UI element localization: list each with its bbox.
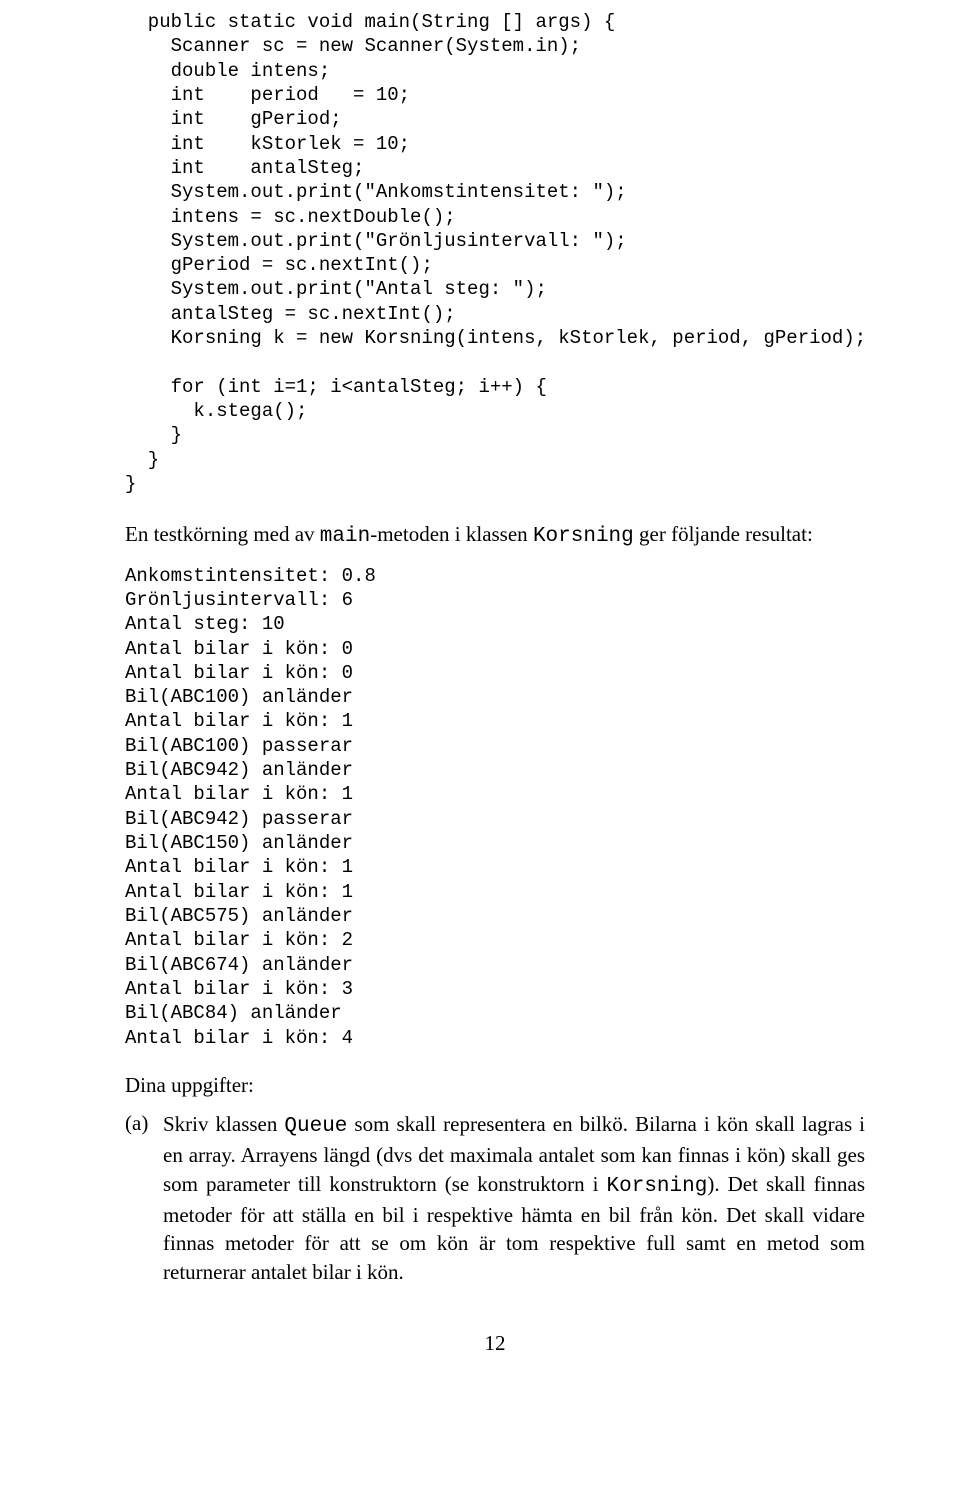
output-line: Bil(ABC100) passerar <box>125 735 353 757</box>
tasks-heading: Dina uppgifter: <box>125 1072 865 1098</box>
code-line: System.out.print("Ankomstintensitet: "); <box>125 181 627 203</box>
code-line: for (int i=1; i<antalSteg; i++) { <box>125 376 547 398</box>
output-line: Antal bilar i kön: 1 <box>125 856 353 878</box>
code-line: } <box>125 473 136 495</box>
output-line: Antal bilar i kön: 1 <box>125 881 353 903</box>
code-line: int gPeriod; <box>125 108 342 130</box>
code-ref-queue: Queue <box>284 1115 347 1138</box>
output-line: Antal bilar i kön: 3 <box>125 978 353 1000</box>
code-line: k.stega(); <box>125 400 307 422</box>
output-line: Antal bilar i kön: 1 <box>125 783 353 805</box>
output-line: Antal bilar i kön: 2 <box>125 929 353 951</box>
code-ref-korsning: Korsning <box>607 1175 708 1198</box>
output-line: Bil(ABC674) anländer <box>125 954 353 976</box>
output-line: Bil(ABC150) anländer <box>125 832 353 854</box>
code-line: } <box>125 449 159 471</box>
output-line: Bil(ABC100) anländer <box>125 686 353 708</box>
code-line: antalSteg = sc.nextInt(); <box>125 303 456 325</box>
code-line: int kStorlek = 10; <box>125 133 410 155</box>
para-text: En testkörning med av <box>125 522 320 546</box>
task-body: Skriv klassen Queue som skall represente… <box>163 1110 865 1286</box>
intro-paragraph: En testkörning med av main-metoden i kla… <box>125 520 865 551</box>
output-line: Ankomstintensitet: 0.8 <box>125 565 376 587</box>
code-line: Korsning k = new Korsning(intens, kStorl… <box>125 327 866 349</box>
code-line: double intens; <box>125 60 330 82</box>
code-ref-korsning: Korsning <box>533 525 634 548</box>
output-line: Bil(ABC84) anländer <box>125 1002 342 1024</box>
output-line: Antal bilar i kön: 0 <box>125 638 353 660</box>
task-label: (a) <box>125 1110 163 1136</box>
code-line: } <box>125 424 182 446</box>
code-line: int antalSteg; <box>125 157 364 179</box>
code-line: intens = sc.nextDouble(); <box>125 206 456 228</box>
code-line: System.out.print("Antal steg: "); <box>125 278 547 300</box>
task-text: Skriv klassen <box>163 1112 284 1136</box>
code-line: System.out.print("Grönljusintervall: "); <box>125 230 627 252</box>
output-line: Grönljusintervall: 6 <box>125 589 353 611</box>
para-text: -metoden i klassen <box>370 522 533 546</box>
code-line: int period = 10; <box>125 84 410 106</box>
code-line: gPeriod = sc.nextInt(); <box>125 254 433 276</box>
page-number: 12 <box>125 1330 865 1356</box>
output-block: Ankomstintensitet: 0.8 Grönljusintervall… <box>125 564 865 1050</box>
output-line: Antal bilar i kön: 4 <box>125 1027 353 1049</box>
output-line: Bil(ABC942) anländer <box>125 759 353 781</box>
output-line: Bil(ABC942) passerar <box>125 808 353 830</box>
output-line: Antal bilar i kön: 0 <box>125 662 353 684</box>
para-text: ger följande resultat: <box>634 522 813 546</box>
output-line: Bil(ABC575) anländer <box>125 905 353 927</box>
code-ref-main: main <box>320 525 370 548</box>
code-line: Scanner sc = new Scanner(System.in); <box>125 35 581 57</box>
output-line: Antal steg: 10 <box>125 613 285 635</box>
code-line: public static void main(String [] args) … <box>125 11 615 33</box>
code-block: public static void main(String [] args) … <box>125 10 865 496</box>
output-line: Antal bilar i kön: 1 <box>125 710 353 732</box>
task-a: (a) Skriv klassen Queue som skall repres… <box>125 1110 865 1286</box>
